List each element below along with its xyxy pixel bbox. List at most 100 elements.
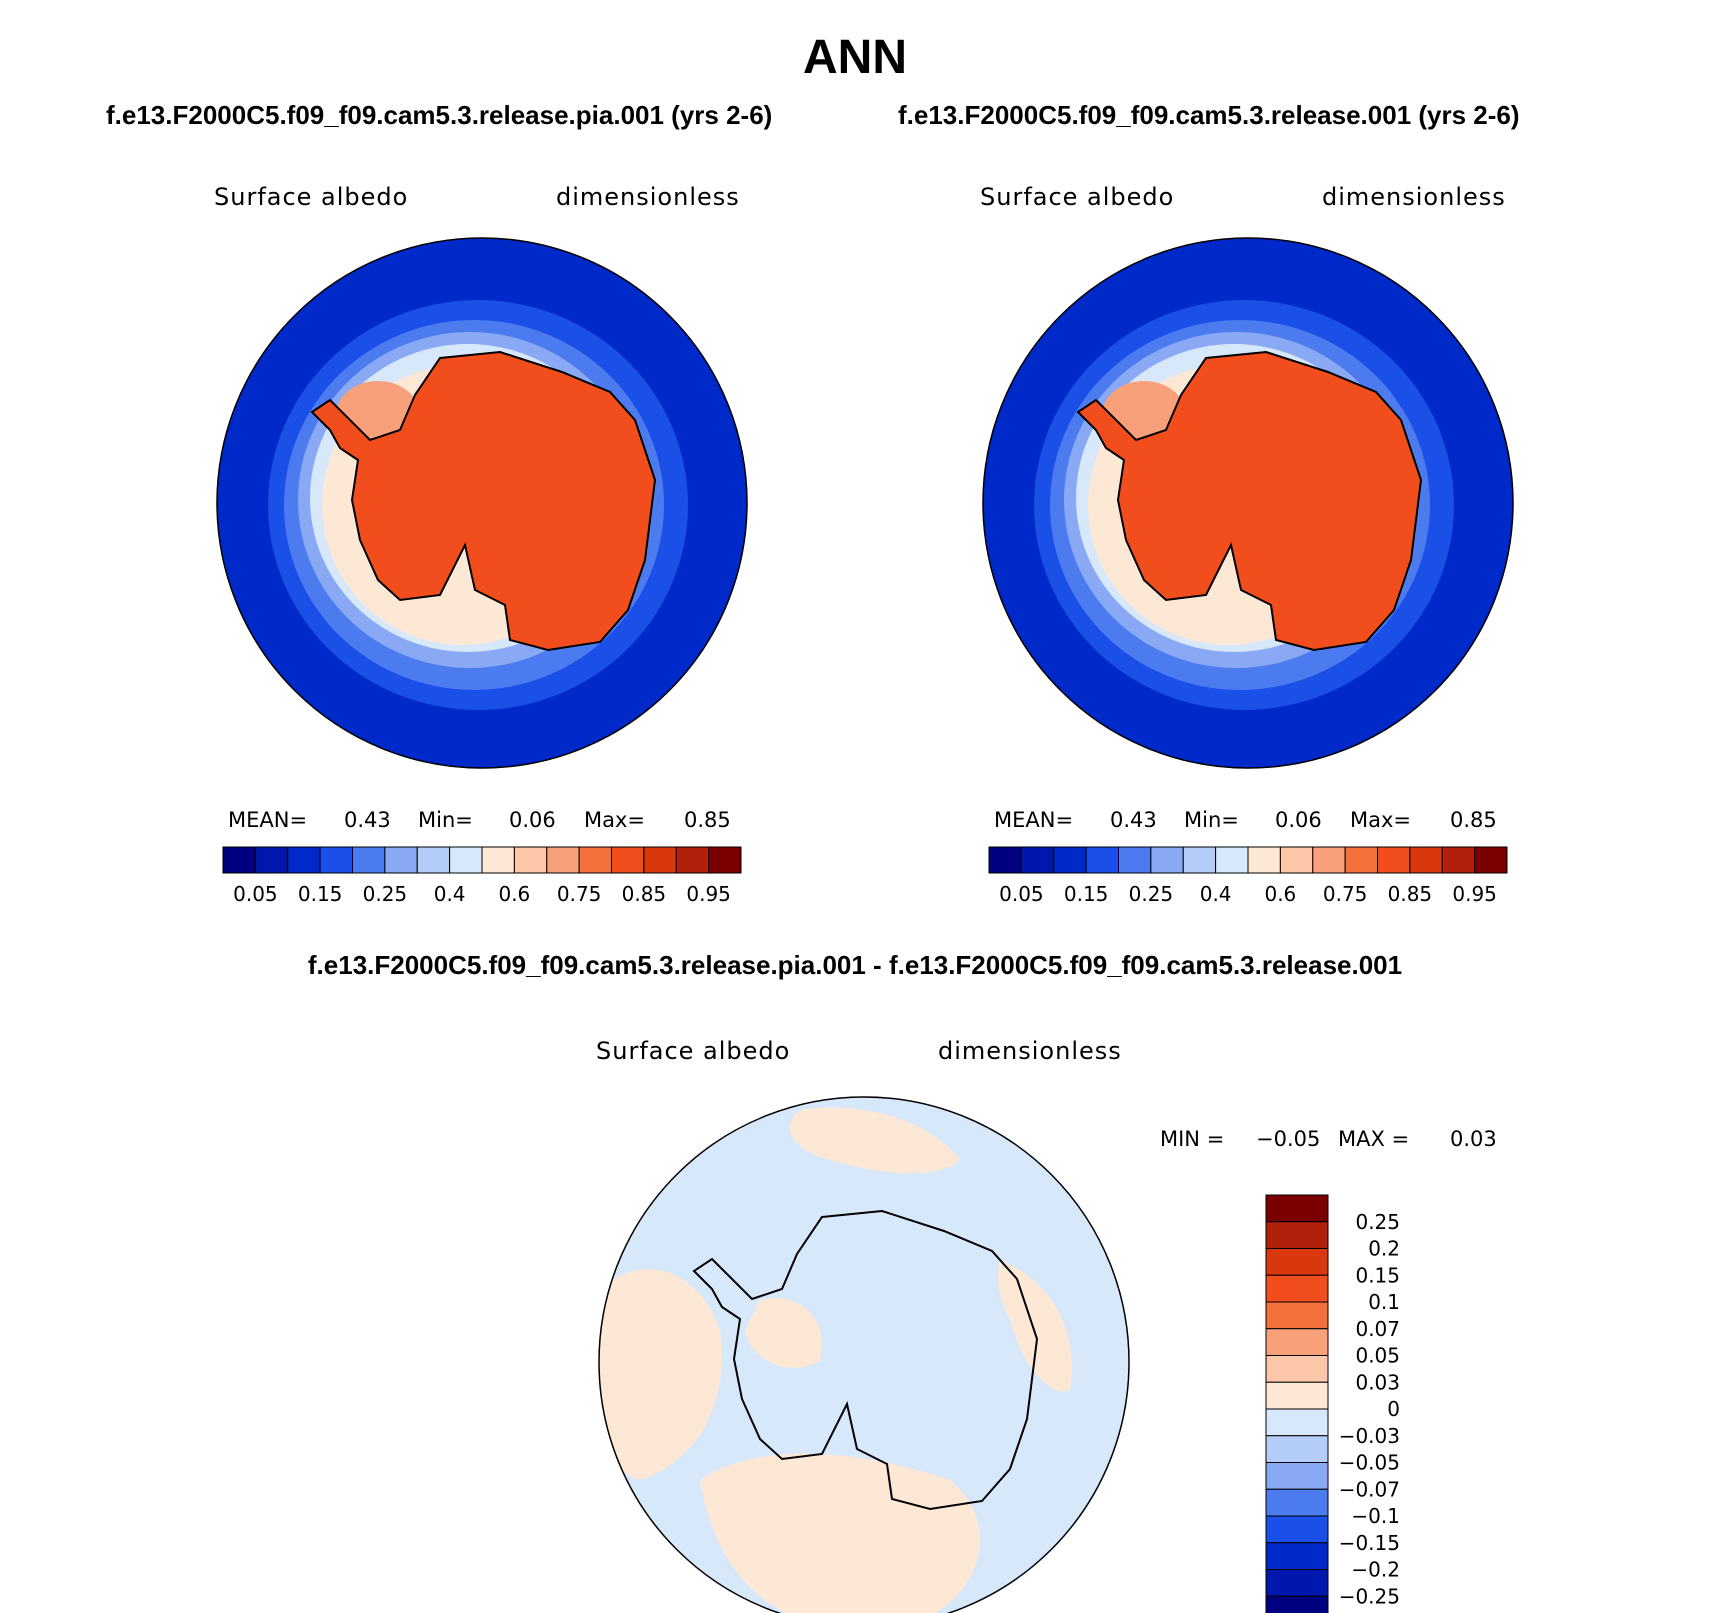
diff-colorbar-swatch <box>1265 1542 1329 1570</box>
panel1-colorbar-swatch <box>611 846 645 874</box>
diff-colorbar-tick-label: −0.25 <box>1339 1584 1400 1608</box>
panel1-colorbar-swatch <box>513 846 548 874</box>
diff-colorbar-tick-label: −0.03 <box>1339 1424 1400 1448</box>
diff-map <box>599 1097 1129 1613</box>
panel2-title: f.e13.F2000C5.f09_f09.cam5.3.release.001… <box>898 100 1520 130</box>
panel2-min: 0.06 <box>1275 808 1322 832</box>
panel1-title: f.e13.F2000C5.f09_f09.cam5.3.release.pia… <box>106 100 773 130</box>
panel1-max: 0.85 <box>684 808 731 832</box>
panel1-antarctica <box>310 350 657 652</box>
diff-colorbar-swatch <box>1265 1328 1329 1356</box>
panel1-colorbar-tick-label: 0.75 <box>557 882 602 906</box>
panel1-colorbar-tick-label: 0.4 <box>434 882 466 906</box>
diff-variable: Surface albedo <box>596 1037 791 1065</box>
diff-colorbar-swatch <box>1265 1221 1329 1249</box>
panel2-colorbar-swatch <box>1312 846 1346 874</box>
diff-colorbar-tick-label: 0.2 <box>1368 1237 1400 1261</box>
diff-colorbar-swatch <box>1265 1408 1329 1437</box>
panel1-mean-label: MEAN= <box>228 808 308 832</box>
panel1-map-border <box>216 237 748 769</box>
panel1-colorbar: 0.05 0.15 0.25 0.4 0.6 0.75 0.85 0.95 <box>222 846 742 906</box>
panel2-antarctica <box>1076 350 1423 652</box>
diff-colorbar-swatch <box>1265 1435 1329 1463</box>
panel2-colorbar-tick-label: 0.25 <box>1129 882 1174 906</box>
diff-units: dimensionless <box>938 1037 1122 1065</box>
panel1-colorbar-tick-label: 0.85 <box>622 882 667 906</box>
diff-colorbar: 0.250.20.150.10.070.050.030−0.03−0.05−0.… <box>1265 1194 1400 1613</box>
diff-colorbar-swatch <box>1265 1515 1329 1544</box>
diff-colorbar-swatch <box>1265 1595 1329 1613</box>
diff-antarctica-outline <box>692 1209 1039 1511</box>
panel1-colorbar-tick-label: 0.6 <box>498 882 530 906</box>
panel1-colorbar-swatch <box>449 846 483 874</box>
panel1-min: 0.06 <box>509 808 556 832</box>
panel1-colorbar-swatch <box>254 846 289 874</box>
diff-colorbar-tick-label: −0.05 <box>1339 1451 1400 1475</box>
diff-colorbar-swatch <box>1265 1194 1329 1223</box>
diff-positive-patch-south <box>700 1453 980 1613</box>
panel1-colorbar-swatch <box>319 846 353 874</box>
diff-positive-patch-west <box>599 1269 722 1480</box>
panel2-colorbar-swatch <box>1020 846 1055 874</box>
panel2-colorbar-tick-label: 0.95 <box>1452 882 1497 906</box>
panel2-min-label: Min= <box>1184 808 1239 832</box>
panel2-mean: 0.43 <box>1110 808 1157 832</box>
panel2-colorbar-swatch <box>1279 846 1314 874</box>
panel2-colorbar-swatch <box>988 846 1022 874</box>
diff-colorbar-tick-label: −0.15 <box>1339 1531 1400 1555</box>
diff-colorbar-swatch <box>1265 1462 1329 1490</box>
panel2-colorbar-swatch <box>1377 846 1411 874</box>
panel2-colorbar: 0.05 0.15 0.25 0.4 0.6 0.75 0.85 0.95 <box>988 846 1508 906</box>
diff-max-label: MAX = <box>1338 1127 1410 1151</box>
diff-title: f.e13.F2000C5.f09_f09.cam5.3.release.pia… <box>307 950 1403 980</box>
panel2-map-border <box>982 237 1514 769</box>
panel2-colorbar-swatch <box>1053 846 1087 874</box>
diff-min-label: MIN = <box>1160 1127 1225 1151</box>
panel2-colorbar-swatch <box>1344 846 1378 874</box>
diff-colorbar-tick-label: 0.05 <box>1355 1344 1400 1368</box>
panel1-colorbar-swatch <box>643 846 677 874</box>
panel1-colorbar-tick-label: 0.15 <box>298 882 343 906</box>
panel1-colorbar-swatch <box>352 846 386 874</box>
panel2-max: 0.85 <box>1450 808 1497 832</box>
panel2-max-label: Max= <box>1350 808 1412 832</box>
panel2-colorbar-tick-label: 0.75 <box>1323 882 1368 906</box>
diff-colorbar-tick-label: 0.15 <box>1355 1263 1400 1287</box>
diff-positive-patch-peninsula <box>745 1298 822 1369</box>
panel1-mean: 0.43 <box>344 808 391 832</box>
panel1-colorbar-swatch <box>708 846 742 874</box>
panel2-colorbar-swatch <box>1474 846 1508 874</box>
panel1-colorbar-tick-label: 0.95 <box>686 882 731 906</box>
diff-colorbar-tick-label: 0 <box>1387 1397 1400 1421</box>
diff-colorbar-tick-label: 0.03 <box>1355 1370 1400 1394</box>
panel2-colorbar-swatch <box>1215 846 1249 874</box>
panel2-units: dimensionless <box>1322 183 1506 211</box>
panel2-map <box>983 238 1513 768</box>
panel1-variable: Surface albedo <box>214 183 409 211</box>
panel1-colorbar-swatch <box>675 846 710 874</box>
diff-max: 0.03 <box>1450 1127 1497 1151</box>
panel1-colorbar-swatch <box>222 846 256 874</box>
panel1-colorbar-swatch <box>384 846 418 874</box>
panel2-colorbar-swatch <box>1441 846 1476 874</box>
diff-colorbar-swatch <box>1265 1274 1329 1303</box>
panel1-colorbar-swatch <box>578 846 612 874</box>
panel2-colorbar-tick-label: 0.6 <box>1264 882 1296 906</box>
panel1-map <box>217 238 747 768</box>
panel2-mean-label: MEAN= <box>994 808 1074 832</box>
panel2-colorbar-swatch <box>1409 846 1443 874</box>
diff-min: −0.05 <box>1256 1127 1321 1151</box>
diff-colorbar-tick-label: −0.2 <box>1351 1558 1400 1582</box>
panel1-colorbar-tick-label: 0.25 <box>363 882 408 906</box>
diff-colorbar-swatch <box>1265 1301 1329 1330</box>
diff-colorbar-swatch <box>1265 1488 1329 1517</box>
panel1-colorbar-tick-label: 0.05 <box>233 882 278 906</box>
panel2-colorbar-tick-label: 0.85 <box>1388 882 1433 906</box>
panel2-colorbar-swatch <box>1085 846 1119 874</box>
diff-colorbar-swatch <box>1265 1569 1329 1597</box>
diff-map-border <box>598 1096 1130 1613</box>
panel1-colorbar-swatch <box>416 846 451 874</box>
panel1-max-label: Max= <box>584 808 646 832</box>
panel2-colorbar-tick-label: 0.05 <box>999 882 1044 906</box>
panel1-colorbar-swatch <box>481 846 515 874</box>
